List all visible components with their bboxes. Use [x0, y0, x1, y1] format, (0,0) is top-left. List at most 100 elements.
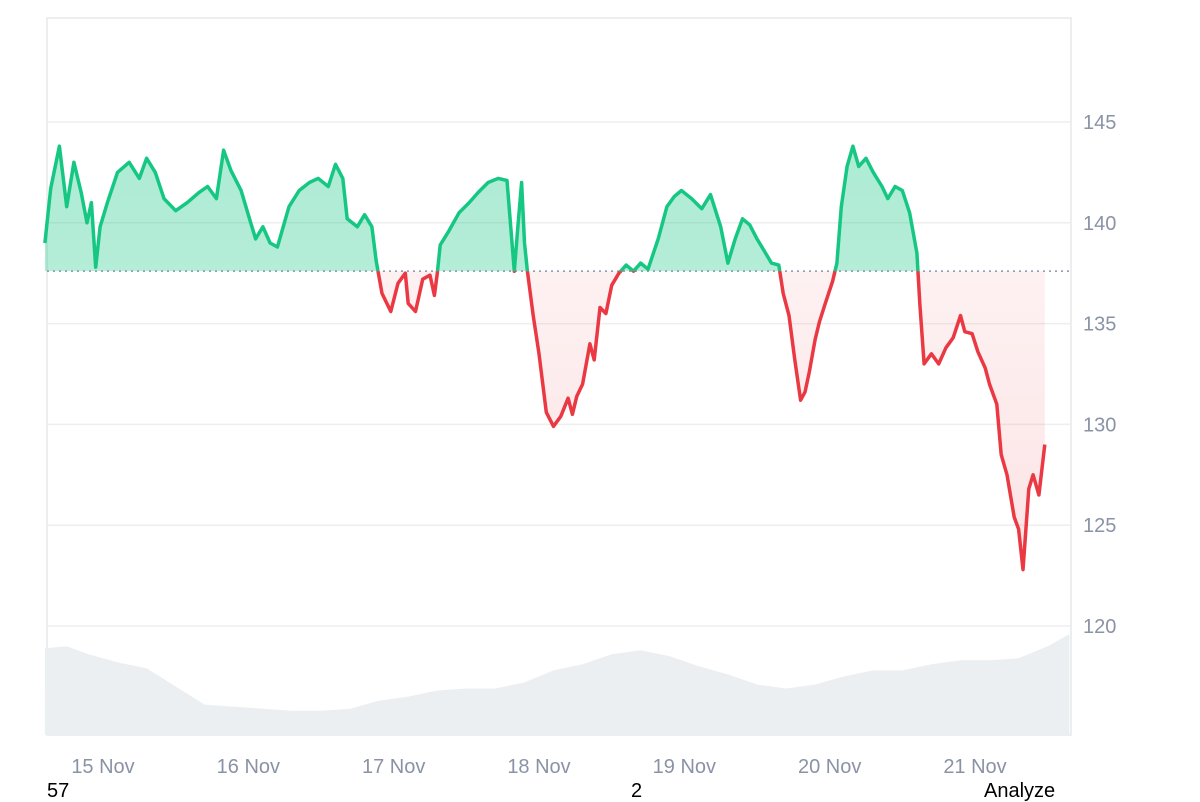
x-axis-ticks: 15 Nov 16 Nov 17 Nov 18 Nov 19 Nov 20 Nov 21 N…	[71, 756, 1006, 778]
price-point	[720, 226, 722, 228]
price-point	[952, 337, 954, 339]
price-point	[247, 214, 249, 216]
price-point	[99, 226, 101, 228]
price-point	[673, 195, 675, 197]
price-point	[818, 320, 820, 322]
price-point	[50, 187, 52, 189]
analyze-button[interactable]: Analyze	[984, 780, 1056, 802]
price-point	[66, 206, 68, 208]
price-point	[701, 208, 703, 210]
x-tick-label: 17 Nov	[362, 756, 425, 778]
price-point	[80, 191, 82, 193]
price-point	[145, 157, 147, 159]
price-point	[363, 214, 365, 216]
footer-center-value: 2	[631, 780, 643, 802]
price-point	[858, 165, 860, 167]
y-tick-label: 145	[1083, 112, 1116, 134]
price-point	[448, 230, 450, 232]
price-point	[138, 177, 140, 179]
price-point	[799, 399, 801, 401]
price-point	[831, 280, 833, 282]
price-point	[794, 359, 796, 361]
price-point	[86, 222, 88, 224]
price-point	[128, 161, 130, 163]
x-tick-label: 16 Nov	[217, 756, 280, 778]
price-point	[288, 206, 290, 208]
y-axis-ticks: 120 125 130 135 140 145	[1083, 112, 1116, 638]
price-point	[342, 177, 344, 179]
price-point	[666, 206, 668, 208]
price-point	[618, 272, 620, 274]
price-point	[523, 242, 525, 244]
x-tick-label: 21 Nov	[943, 756, 1006, 778]
price-point	[690, 197, 692, 199]
price-point	[625, 264, 627, 266]
price-point	[433, 294, 435, 296]
price-point	[709, 193, 711, 195]
price-point	[1028, 488, 1030, 490]
y-tick-label: 120	[1083, 616, 1116, 638]
price-point	[506, 179, 508, 181]
price-point	[984, 367, 986, 369]
price-point	[414, 310, 416, 312]
price-point	[552, 425, 554, 427]
y-tick-label: 140	[1083, 213, 1116, 235]
price-point	[520, 181, 522, 183]
price-point	[532, 314, 534, 316]
price-point	[186, 201, 188, 203]
price-point	[749, 224, 751, 226]
price-point	[808, 371, 810, 373]
x-tick-label: 18 Nov	[507, 756, 570, 778]
price-point	[346, 218, 348, 220]
price-point	[1022, 568, 1024, 570]
price-point	[407, 302, 409, 304]
price-point	[814, 339, 816, 341]
price-point	[356, 226, 358, 228]
price-point	[865, 157, 867, 159]
price-point	[908, 212, 910, 214]
price-point	[390, 310, 392, 312]
price-point	[545, 411, 547, 413]
price-point	[881, 185, 883, 187]
price-point	[1032, 474, 1034, 476]
price-point	[538, 353, 540, 355]
price-point	[327, 185, 329, 187]
price-point	[439, 244, 441, 246]
price-point	[381, 292, 383, 294]
x-tick-label: 20 Nov	[798, 756, 861, 778]
price-point	[852, 145, 854, 147]
price-point	[846, 165, 848, 167]
price-point	[206, 185, 208, 187]
price-point	[977, 351, 979, 353]
price-point	[334, 163, 336, 165]
price-point	[308, 181, 310, 183]
price-point	[782, 292, 784, 294]
price-point	[1038, 494, 1040, 496]
price-point	[436, 272, 438, 274]
price-point	[770, 262, 772, 264]
price-point	[269, 242, 271, 244]
price-point	[778, 264, 780, 266]
y-tick-label: 135	[1083, 314, 1116, 336]
price-point	[58, 145, 60, 147]
price-point	[560, 415, 562, 417]
price-point	[298, 189, 300, 191]
price-point	[375, 260, 377, 262]
price-point	[222, 149, 224, 151]
price-point	[945, 347, 947, 349]
price-point	[996, 403, 998, 405]
price-point	[959, 314, 961, 316]
price-point	[73, 161, 75, 163]
price-point	[95, 266, 97, 268]
price-point	[404, 272, 406, 274]
price-point	[938, 363, 940, 365]
price-point	[930, 353, 932, 355]
price-point	[756, 238, 758, 240]
price-line-below	[376, 271, 1047, 572]
price-point	[611, 284, 613, 286]
price-point	[804, 391, 806, 393]
price-point	[657, 238, 659, 240]
price-point	[106, 201, 108, 203]
price-point	[90, 201, 92, 203]
price-point	[262, 226, 264, 228]
